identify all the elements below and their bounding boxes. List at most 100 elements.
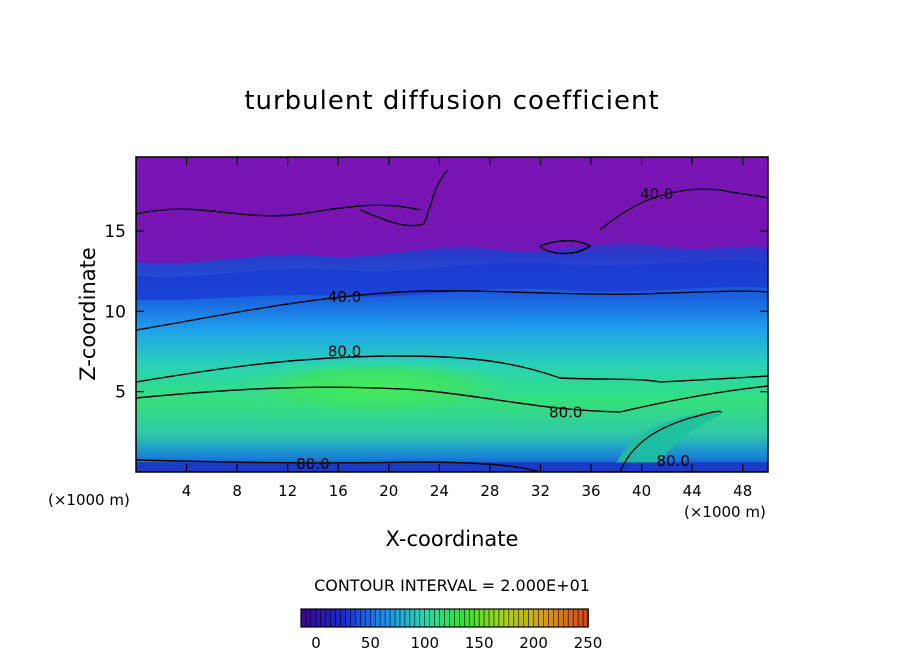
colorbar-swatch [572, 608, 579, 628]
colorbar-swatch [473, 608, 480, 628]
contour-line-1 [136, 290, 768, 331]
contour-line-2 [136, 355, 768, 383]
colorbar-swatch [582, 608, 589, 628]
colorbar-swatch [340, 608, 347, 628]
x-tick-label: 28 [480, 482, 499, 500]
colorbar-tick-label: 250 [574, 634, 603, 652]
colorbar-swatch [429, 608, 436, 628]
x-tick-label: 16 [329, 482, 348, 500]
colorbar-swatch [478, 608, 485, 628]
x-tick-label: 48 [733, 482, 752, 500]
contour-label: 80.0 [296, 455, 329, 473]
x-tick-label: 4 [182, 482, 192, 500]
colorbar-swatch [330, 608, 337, 628]
colorbar-tick-label: 0 [311, 634, 321, 652]
x-tick-label: 20 [379, 482, 398, 500]
field-background [136, 157, 768, 472]
colorbar-swatch [320, 608, 327, 628]
y-tick-label: 5 [115, 383, 126, 403]
colorbar-swatch [548, 608, 555, 628]
colorbar-swatch [459, 608, 466, 628]
colorbar-swatch [533, 608, 540, 628]
x-axis-unit-left: (×1000 m) [48, 491, 130, 509]
colorbar-swatch [538, 608, 545, 628]
contour-line-3 [136, 385, 768, 413]
colorbar-swatch [523, 608, 530, 628]
colorbar-swatch [562, 608, 570, 628]
colorbar-swatch [404, 608, 411, 628]
x-tick-label: 32 [531, 482, 550, 500]
contour-interval: CONTOUR INTERVAL = 2.000E+01 [314, 576, 590, 595]
chart-title: turbulent diffusion coefficient [244, 86, 660, 116]
colorbar-swatch [369, 608, 377, 628]
colorbar-swatch [434, 608, 441, 628]
colorbar-swatch [365, 608, 372, 628]
y-axis-label: Z-coordinate [76, 247, 100, 381]
colorbar-swatch [567, 608, 574, 628]
x-tick-label: 44 [683, 482, 702, 500]
field-plume [612, 412, 722, 472]
colorbar-swatch [384, 608, 391, 628]
colorbar-frame [300, 608, 589, 628]
contour-line-4 [136, 459, 541, 472]
contour-label: 40.0 [640, 185, 673, 203]
x-tick-label: 40 [632, 482, 651, 500]
contour-label: 80.0 [328, 342, 361, 360]
field-core [226, 358, 527, 419]
colorbar-swatch [553, 608, 560, 628]
x-tick-label: 36 [581, 482, 600, 500]
colorbar-tick-label: 150 [465, 634, 494, 652]
colorbar-swatch [444, 608, 451, 628]
colorbar-swatch [394, 608, 401, 628]
plot-frame [135, 156, 769, 473]
contour-line-5 [619, 410, 723, 472]
colorbar-swatch [503, 608, 510, 628]
colorbar-swatch [454, 608, 461, 628]
colorbar-tick-label: 200 [519, 634, 548, 652]
colorbar-tick-label: 100 [410, 634, 439, 652]
x-axis-unit-right: (×1000 m) [684, 503, 766, 521]
y-tick-label: 15 [104, 222, 126, 242]
contour-line-8 [538, 240, 592, 255]
colorbar-swatch [498, 608, 505, 628]
colorbar-swatch [315, 608, 322, 628]
colorbar-swatch [483, 608, 490, 628]
contour-line-7 [599, 188, 768, 231]
colorbar-swatch [350, 608, 357, 628]
colorbar-swatch [493, 608, 500, 628]
x-tick-label: 8 [232, 482, 242, 500]
colorbar-swatch [360, 608, 367, 628]
x-axis-label: X-coordinate [385, 527, 519, 551]
colorbar-swatch [508, 608, 515, 628]
colorbar-swatch [355, 608, 362, 628]
colorbar-swatch [488, 608, 495, 628]
contour-label: 40.0 [328, 288, 361, 306]
contour-label: 80.0 [549, 404, 582, 422]
field-surface-layer [136, 462, 768, 472]
colorbar-swatch [543, 608, 550, 628]
colorbar-swatch [468, 608, 475, 628]
colorbar-swatch [414, 608, 421, 628]
colorbar-swatch [310, 608, 317, 628]
contour-label: 80.0 [656, 452, 689, 470]
colorbar-swatch [577, 608, 584, 628]
colorbar-swatch [528, 608, 535, 628]
colorbar-swatch [419, 608, 426, 628]
colorbar-swatch [463, 608, 471, 628]
colorbar-swatch [513, 608, 520, 628]
colorbar-swatch [439, 608, 446, 628]
contour-line-9 [359, 169, 449, 227]
colorbar-swatch [305, 608, 312, 628]
colorbar-swatch [558, 608, 565, 628]
field-mid-layer [136, 260, 768, 301]
colorbar-swatch [409, 608, 416, 628]
colorbar-swatch [424, 608, 431, 628]
colorbar-swatch [335, 608, 342, 628]
x-tick-label: 24 [430, 482, 449, 500]
colorbar-swatch [449, 608, 456, 628]
colorbar-swatch [389, 608, 396, 628]
colorbar-swatch [345, 608, 352, 628]
colorbar-swatch [325, 608, 332, 628]
field-upper-layer [136, 157, 768, 264]
